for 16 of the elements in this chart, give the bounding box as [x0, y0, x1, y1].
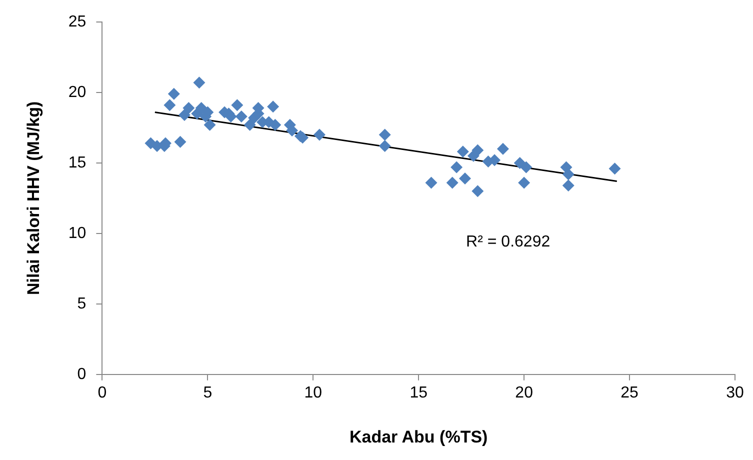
y-tick-label: 10: [68, 224, 86, 242]
y-tick-label: 25: [68, 13, 86, 30]
y-tick-label: 0: [77, 366, 86, 383]
x-tick-label: 15: [410, 384, 428, 402]
x-axis-title: Kadar Abu (%TS): [349, 427, 488, 446]
x-tick-label: 5: [203, 384, 212, 402]
y-tick-label: 15: [68, 154, 86, 172]
y-tick-label: 5: [77, 295, 86, 312]
x-tick-label: 10: [304, 384, 322, 402]
annotation: R² = 0.6292: [466, 234, 550, 251]
x-tick-label: 0: [98, 384, 107, 402]
x-tick-label: 25: [620, 384, 639, 402]
y-tick-label: 20: [68, 84, 86, 101]
y-axis-title: Nilai Kalori HHV (MJ/kg): [24, 101, 43, 296]
x-tick-label: 20: [515, 384, 534, 402]
x-tick-label: 30: [726, 384, 744, 402]
